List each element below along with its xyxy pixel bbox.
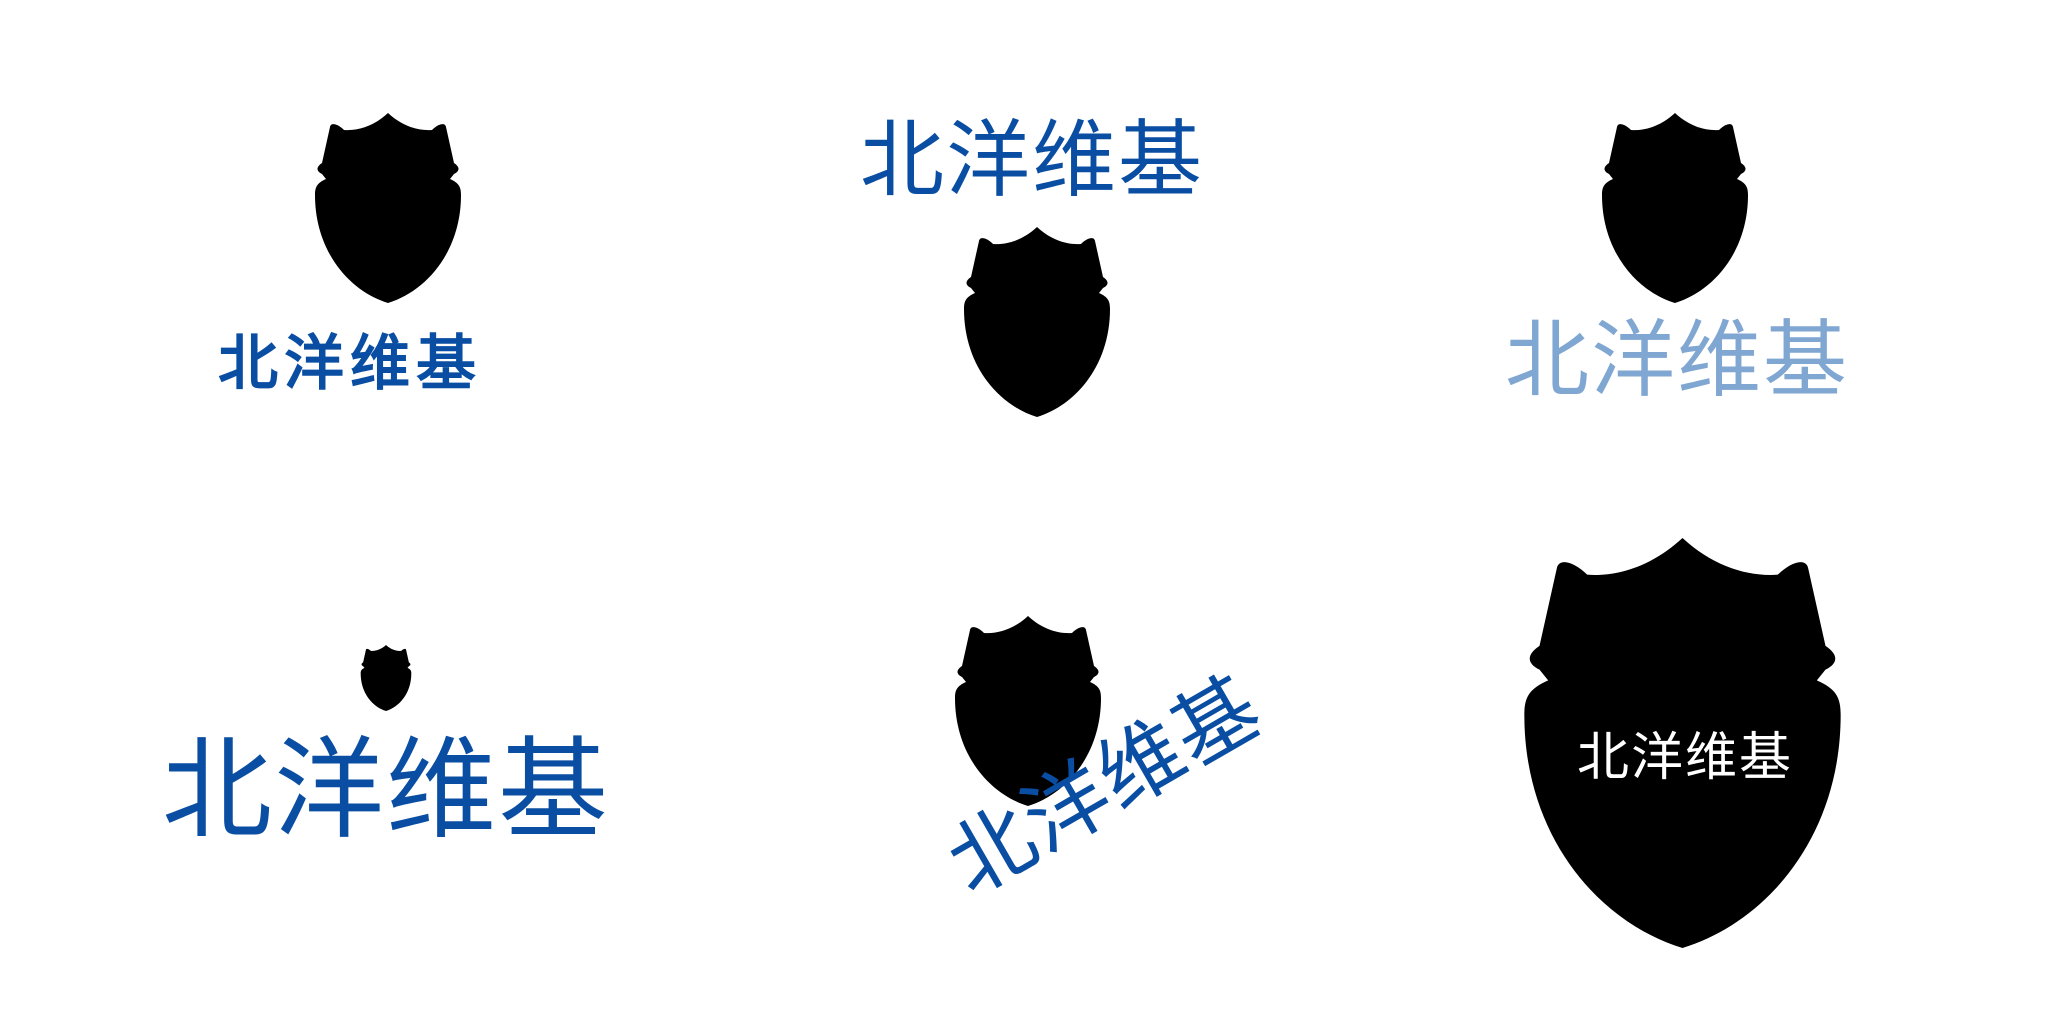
shield-icon <box>955 616 1101 806</box>
wordmark: 北洋维基 <box>162 726 610 854</box>
wordmark: 北洋维基 <box>1577 728 1794 788</box>
shield-icon <box>1524 538 1841 948</box>
shield-icon <box>1602 113 1748 303</box>
wordmark: 北洋维基 <box>218 329 482 399</box>
shield-icon <box>315 113 461 303</box>
wordmark: 北洋维基 <box>1505 311 1850 409</box>
shield-icon <box>360 645 412 711</box>
shield-icon <box>964 227 1110 417</box>
wordmark: 北洋维基 <box>860 111 1205 209</box>
